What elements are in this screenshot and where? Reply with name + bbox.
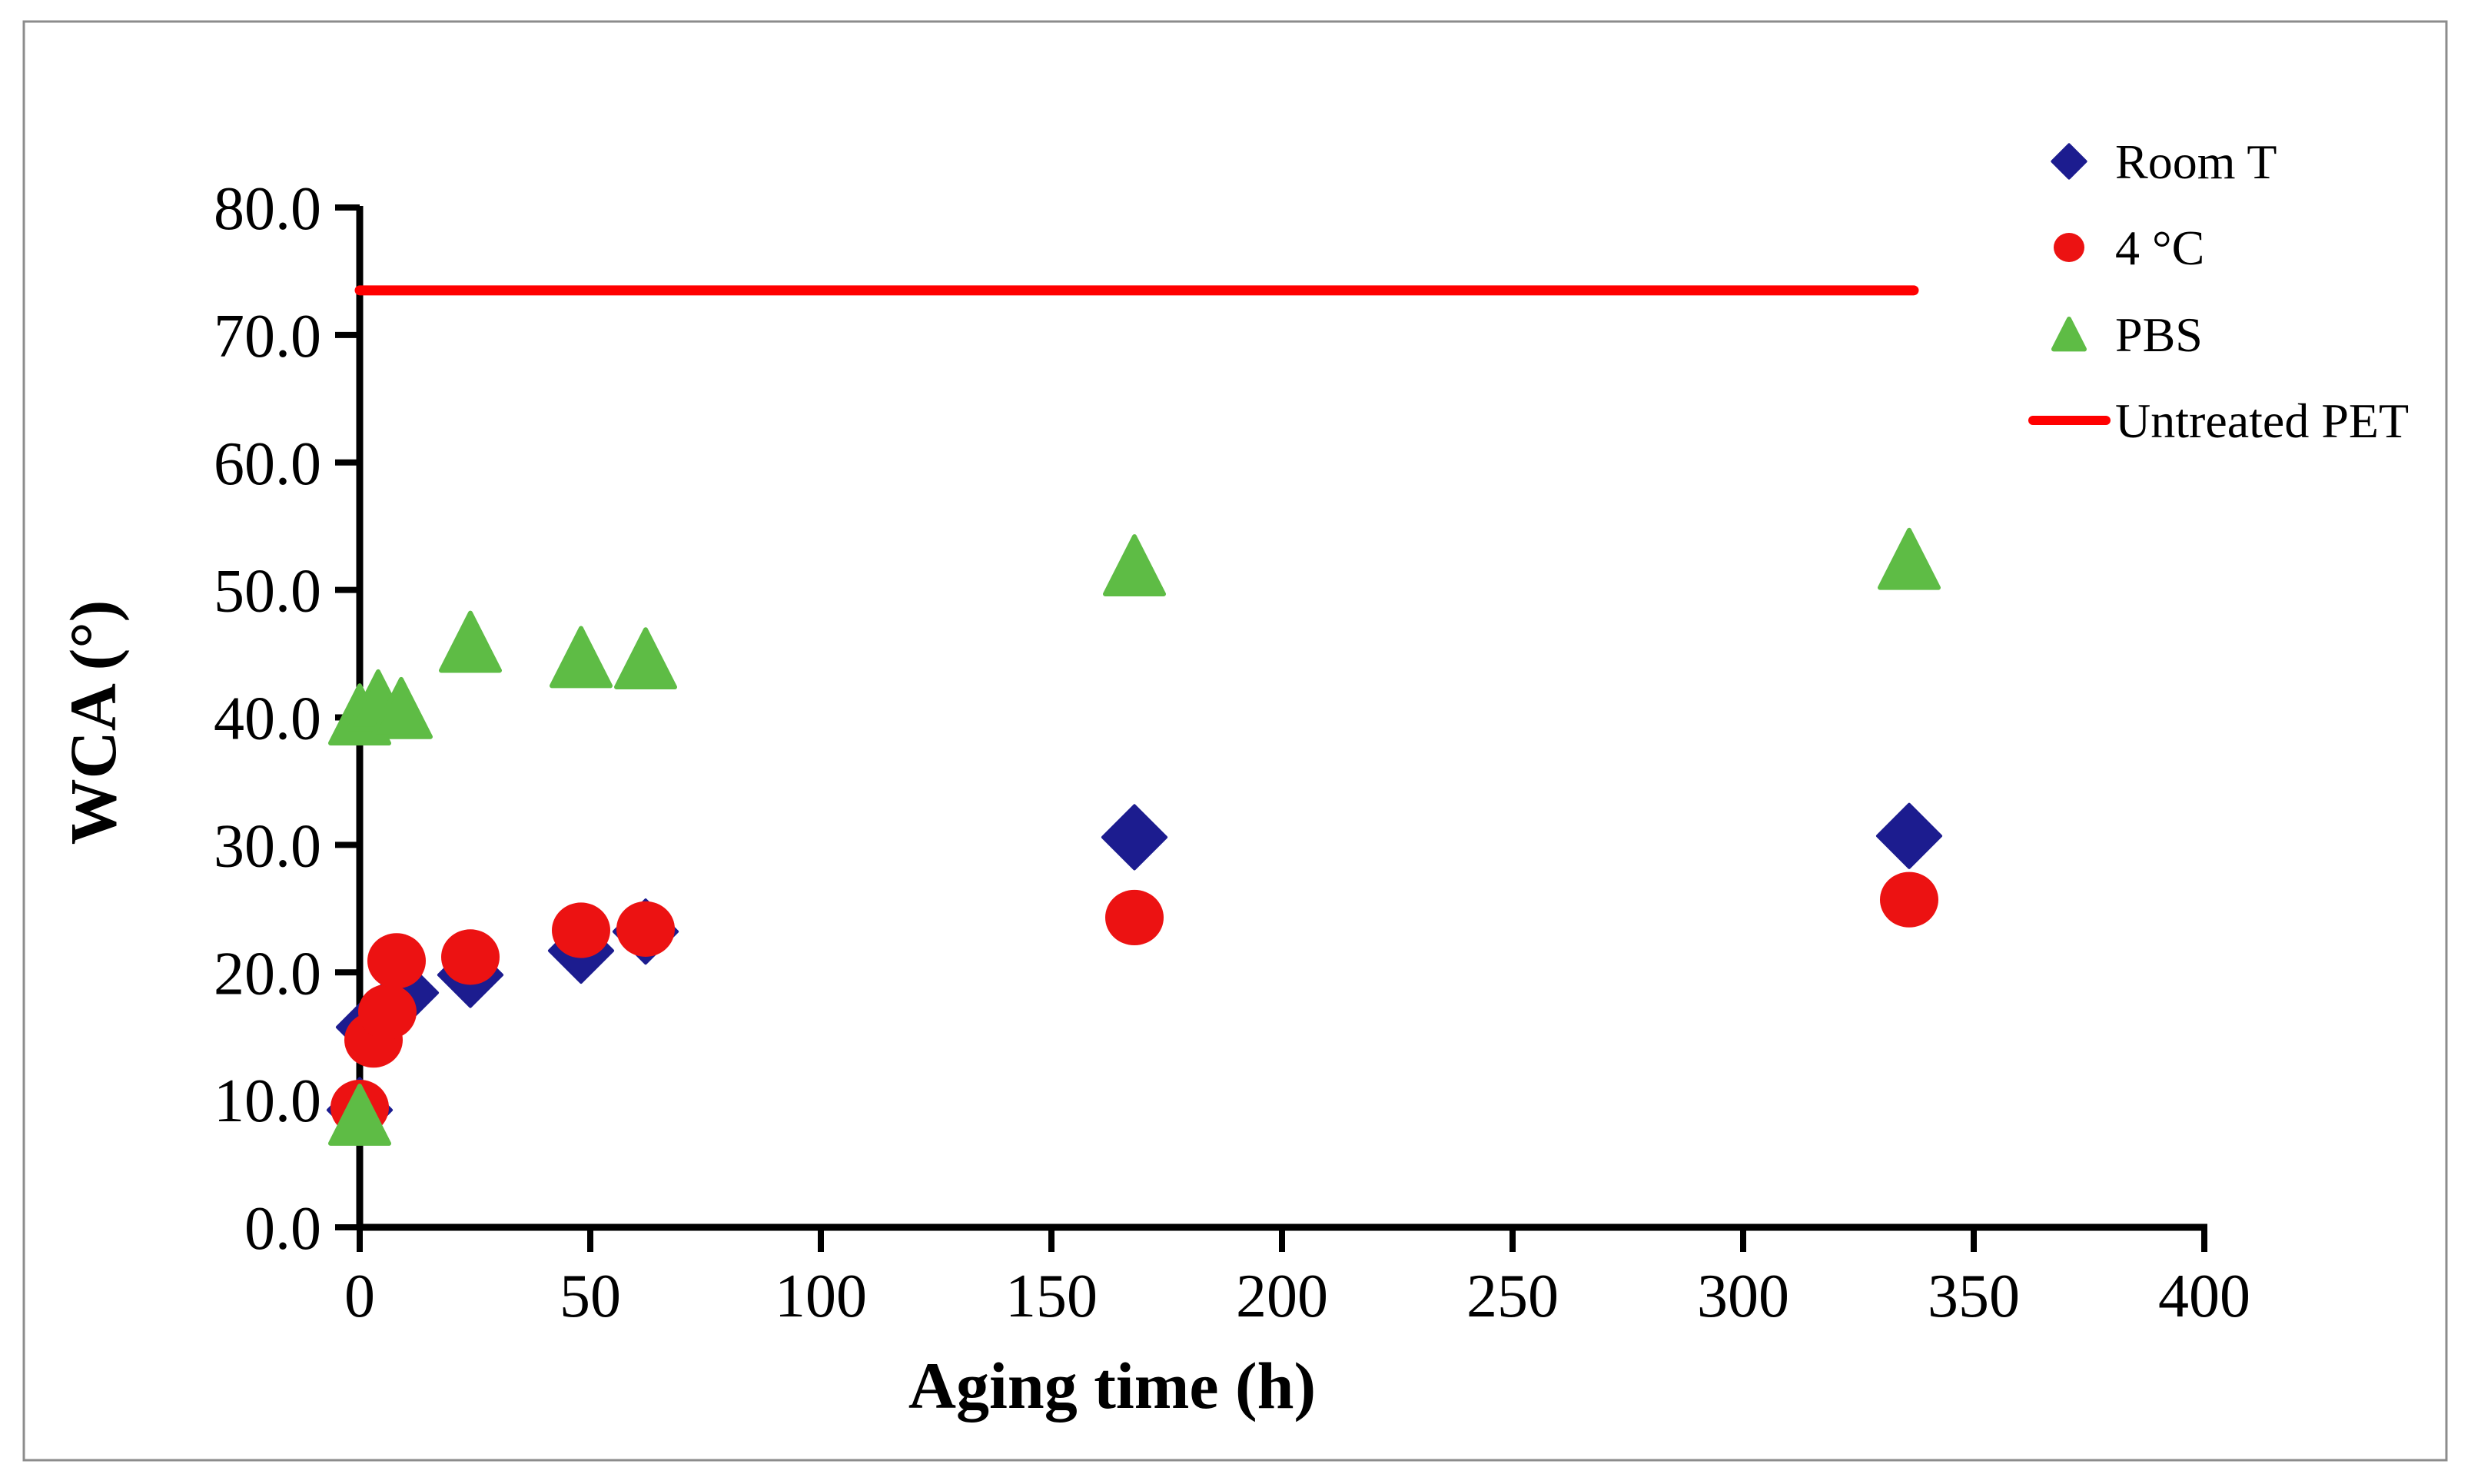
x-tick-label: 300 xyxy=(1697,1263,1789,1330)
data-point-marker xyxy=(439,610,502,673)
x-tick-label: 50 xyxy=(560,1263,621,1330)
legend-label: Untreated PET xyxy=(2115,393,2409,448)
data-point-marker xyxy=(328,1084,391,1146)
x-tick-label: 250 xyxy=(1466,1263,1559,1330)
data-point-marker xyxy=(616,901,675,957)
x-tick-label: 400 xyxy=(2158,1263,2250,1330)
y-axis-title: WCA (°) xyxy=(56,600,130,845)
legend-marker-triangle xyxy=(2051,317,2087,352)
data-point-marker xyxy=(441,929,500,985)
data-point-marker xyxy=(358,984,417,1040)
plot-series xyxy=(326,285,1943,1146)
legend-item-pbs: PBS xyxy=(2051,307,2203,362)
data-point-marker xyxy=(367,933,426,989)
y-tick-label: 40.0 xyxy=(214,686,321,753)
data-point-marker xyxy=(614,627,677,690)
y-tick-label: 20.0 xyxy=(214,940,321,1008)
x-axis-title: Aging time (h) xyxy=(908,1349,1316,1423)
y-ticks: 0.0 10.0 20.0 30.0 40.0 50.0 60.0 70.0 80.0 xyxy=(214,175,360,1263)
data-point-marker xyxy=(1101,804,1168,871)
legend: Room T 4 °C PBS Untreated PET xyxy=(2028,134,2409,448)
x-tick-label: 200 xyxy=(1236,1263,1328,1330)
series-pbs xyxy=(328,527,1941,1146)
y-tick-label: 30.0 xyxy=(214,812,321,880)
data-point-marker xyxy=(370,676,433,739)
y-tick-label: 80.0 xyxy=(214,175,321,243)
legend-label: Room T xyxy=(2115,134,2277,189)
y-tick-label: 10.0 xyxy=(214,1067,321,1135)
legend-item-room-t: Room T xyxy=(2051,134,2277,189)
x-tick-label: 0 xyxy=(344,1263,375,1330)
data-point-marker xyxy=(1875,802,1943,869)
data-point-marker xyxy=(1105,889,1164,946)
legend-marker-circle xyxy=(2054,233,2084,262)
y-tick-label: 70.0 xyxy=(214,303,321,370)
x-tick-label: 100 xyxy=(775,1263,867,1330)
series-4-c xyxy=(330,871,1938,1136)
figure-border xyxy=(22,20,2448,1462)
series-room-t xyxy=(326,802,1943,1144)
data-point-marker xyxy=(1880,871,1938,928)
y-tick-label: 0.0 xyxy=(244,1195,321,1263)
x-ticks: 0 50 100 150 200 250 300 350 400 xyxy=(344,1227,2250,1330)
legend-label: 4 °C xyxy=(2115,221,2204,275)
x-tick-label: 350 xyxy=(1928,1263,2020,1330)
data-point-marker xyxy=(550,626,613,689)
y-tick-label: 60.0 xyxy=(214,430,321,498)
data-point-marker xyxy=(1103,534,1166,596)
legend-marker-diamond xyxy=(2051,143,2087,180)
legend-label: PBS xyxy=(2115,307,2203,362)
x-tick-label: 150 xyxy=(1005,1263,1098,1330)
y-tick-label: 50.0 xyxy=(214,558,321,626)
data-point-marker xyxy=(1878,527,1941,590)
legend-item-4-c: 4 °C xyxy=(2054,221,2204,275)
data-point-marker xyxy=(552,902,610,958)
legend-item-untreated-pet: Untreated PET xyxy=(2028,393,2409,448)
